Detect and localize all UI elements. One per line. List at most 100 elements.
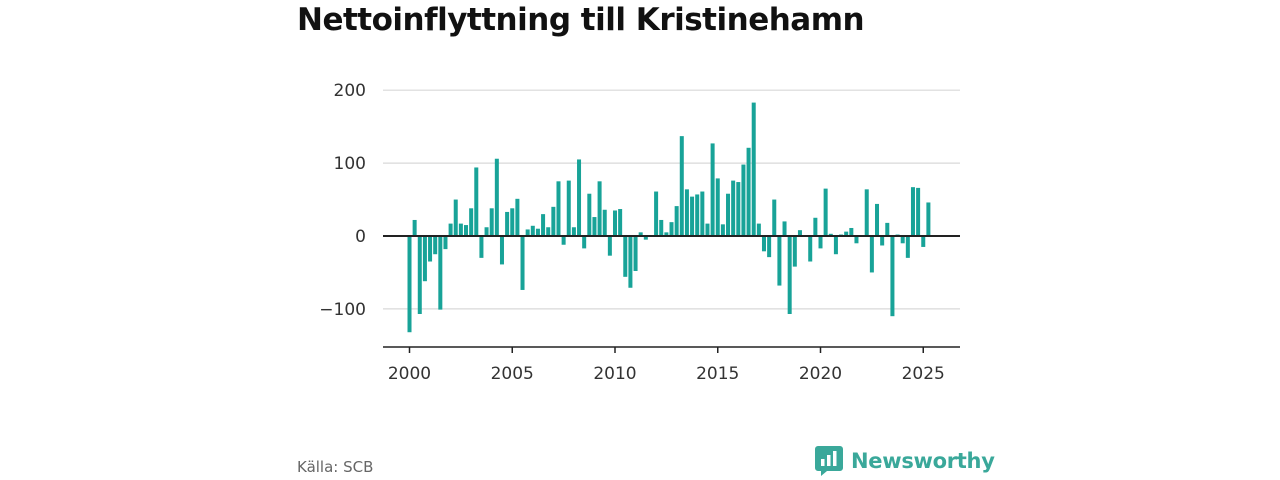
bar-2014Q3: [705, 223, 710, 236]
bar-2023Q3: [890, 236, 895, 317]
bar-2011Q2: [638, 232, 643, 236]
bar-2005Q2: [515, 198, 520, 236]
y-tick-label: −100: [319, 300, 366, 320]
bar-2015Q4: [731, 180, 736, 236]
bar-2019Q1: [797, 230, 802, 236]
bar-2009Q1: [592, 217, 597, 236]
bar-chart: 200 100 0 −100 2000 2005 2010 2015 2020 2025: [319, 81, 960, 384]
bar-2007Q2: [556, 181, 561, 236]
bar-2006Q4: [546, 227, 551, 236]
source-note: Källa: SCB: [297, 458, 374, 476]
bar-2017Q3: [767, 236, 772, 258]
bar-2020Q1: [818, 236, 823, 249]
bar-2022Q2: [864, 189, 869, 236]
bar-2006Q3: [541, 214, 546, 236]
bar-2009Q2: [597, 181, 602, 236]
bar-2025Q2: [926, 202, 931, 236]
x-tick-label: 2015: [696, 364, 739, 384]
grid-lines: [383, 89, 960, 310]
bar-2003Q4: [484, 227, 489, 236]
bar-2016Q2: [741, 164, 746, 236]
bar-2000Q4: [422, 236, 427, 282]
y-tick-label: 200: [334, 81, 366, 101]
bar-2001Q3: [438, 236, 443, 310]
bar-2016Q4: [751, 102, 756, 236]
bar-2003Q3: [479, 236, 484, 258]
newsworthy-logo-icon: [815, 446, 843, 476]
bar-2012Q4: [669, 222, 674, 236]
bar-2012Q1: [654, 191, 659, 236]
bar-2019Q3: [808, 236, 813, 262]
bar-2025Q1: [921, 236, 926, 247]
bar-2018Q1: [777, 236, 782, 286]
bar-2005Q3: [520, 236, 525, 290]
bar-2014Q2: [700, 191, 705, 236]
bar-2001Q2: [433, 236, 438, 255]
bar-2020Q3: [828, 233, 833, 236]
bar-2024Q2: [905, 236, 910, 258]
bar-2021Q3: [849, 227, 854, 236]
brand[interactable]: Newsworthy: [815, 446, 995, 476]
bar-2009Q4: [607, 236, 612, 256]
bars: [407, 102, 931, 333]
bar-2022Q3: [869, 236, 874, 273]
bar-2010Q1: [613, 210, 618, 236]
bar-2015Q2: [720, 224, 725, 236]
bar-2019Q4: [813, 217, 818, 236]
bar-2001Q4: [443, 236, 448, 250]
bar-2013Q2: [679, 136, 684, 236]
brand-name: Newsworthy: [851, 449, 995, 473]
bar-2000Q3: [417, 236, 422, 314]
bar-2003Q2: [474, 167, 479, 236]
bar-2015Q1: [715, 178, 720, 236]
bar-2012Q3: [664, 232, 669, 236]
bar-2010Q3: [623, 236, 628, 277]
bar-2004Q2: [494, 158, 499, 236]
bar-2002Q1: [448, 223, 453, 236]
y-tick-labels: 200 100 0 −100: [319, 81, 366, 320]
bar-2017Q1: [756, 223, 761, 236]
bar-2002Q2: [453, 199, 458, 236]
bar-2009Q3: [602, 209, 607, 236]
bar-2014Q1: [695, 194, 700, 236]
bar-2024Q4: [916, 187, 921, 236]
bar-2005Q1: [510, 208, 515, 236]
bar-2018Q4: [792, 236, 797, 267]
x-tick-label: 2000: [388, 364, 431, 384]
bar-2004Q4: [505, 211, 510, 236]
bar-2011Q1: [633, 236, 638, 271]
x-tick-label: 2005: [491, 364, 534, 384]
bar-2016Q1: [736, 182, 741, 236]
bar-2004Q1: [489, 208, 494, 236]
bar-2020Q2: [823, 188, 828, 236]
bar-2020Q4: [833, 236, 838, 255]
bar-2010Q4: [628, 236, 633, 288]
chart-title: Nettoinflyttning till Kristinehamn: [297, 2, 865, 38]
bar-2011Q3: [643, 236, 648, 240]
bar-2000Q2: [412, 219, 417, 236]
bar-2007Q1: [551, 206, 556, 236]
bar-2003Q1: [469, 208, 474, 236]
x-tick-label: 2025: [902, 364, 945, 384]
bar-2001Q1: [428, 236, 433, 262]
bar-2002Q4: [464, 225, 469, 236]
bar-2007Q3: [561, 236, 566, 245]
y-tick-label: 0: [355, 227, 366, 247]
bar-2000Q1: [407, 236, 412, 333]
x-tick-label: 2020: [799, 364, 842, 384]
bar-2024Q1: [900, 236, 905, 244]
bar-2024Q3: [910, 187, 915, 236]
bar-2017Q2: [761, 236, 766, 252]
bar-2017Q4: [772, 199, 777, 236]
axes: [383, 235, 960, 353]
bar-2008Q4: [587, 193, 592, 236]
bar-2016Q3: [746, 147, 751, 236]
bar-2008Q3: [582, 236, 587, 249]
bar-2013Q4: [690, 196, 695, 236]
bar-2021Q4: [854, 236, 859, 244]
bar-2013Q3: [684, 189, 689, 236]
bar-2010Q2: [618, 209, 623, 236]
bar-2023Q1: [880, 236, 885, 246]
bar-2004Q3: [499, 236, 504, 265]
bar-2012Q2: [659, 219, 664, 236]
